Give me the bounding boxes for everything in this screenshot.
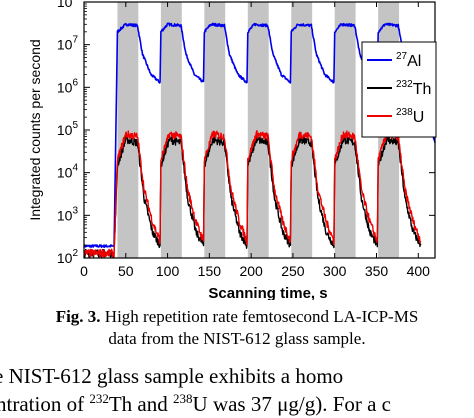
x-tick-label-0: 0 [80,263,88,279]
body-text-2a: ntration of [0,392,90,416]
y-tick-label-0: 102 [57,248,79,266]
y-tick-label-5: 107 [57,35,79,53]
shaded-interval-1 [160,2,182,258]
x-tick-label-2: 100 [156,263,180,279]
x-axis: 0 50 100 150 200 250 300 350 400 [80,2,430,279]
x-tick-label-4: 200 [239,263,263,279]
y-tick-label-1: 103 [57,205,79,223]
caption-line-1: Fig. 3. High repetition rate femtosecond… [0,306,474,328]
body-text-sup-1: 232 [89,391,109,406]
legend-box [361,41,437,138]
figure-caption: Fig. 3. High repetition rate femtosecond… [0,306,474,350]
x-tick-label-6: 300 [323,263,347,279]
body-text-line-2: ntration of 232Th and 238U was 37 μg/g).… [0,391,470,417]
body-text-2b: Th and [108,392,173,416]
legend-label-th: 232Th [396,79,431,98]
caption-text-1: High repetition rate femtosecond LA-ICP-… [100,307,419,326]
x-tick-label-1: 50 [118,263,134,279]
legend: 27Al 232Th 238U [361,41,437,138]
shaded-interval-0 [117,2,139,258]
shaded-interval-5 [334,2,356,258]
figure-chart: 0 50 100 150 200 250 300 350 400 102 103 104 105 106… [27,0,437,300]
y-tick-label-6: 108 [57,0,79,10]
y-tick-label-4: 106 [57,77,79,95]
x-tick-label-7: 350 [365,263,389,279]
legend-label-u: 238U [396,107,424,126]
caption-line-2: data from the NIST-612 glass sample. [108,329,366,348]
caption-label: Fig. 3. [55,307,101,326]
body-text-line-1: e NIST-612 glass sample exhibits a homo [0,364,344,388]
y-tick-label-3: 105 [57,120,79,138]
x-tick-label-5: 250 [281,263,305,279]
legend-label-al: 27Al [396,51,421,70]
y-axis: 102 103 104 105 106 107 108 [57,0,435,266]
shaded-interval-3 [247,2,269,258]
x-tick-label-3: 150 [198,263,222,279]
body-text-sup-2: 238 [173,391,193,406]
y-tick-label-2: 104 [57,163,79,181]
x-axis-label: Scanning time, s [208,285,327,300]
shaded-interval-4 [291,2,313,258]
y-axis-label: Integrated counts per second [27,39,43,220]
x-tick-label-8: 400 [407,263,431,279]
body-text-2c: U was 37 μg/g). For a c [192,392,392,416]
shaded-interval-2 [204,2,226,258]
series-line-u [83,129,422,258]
